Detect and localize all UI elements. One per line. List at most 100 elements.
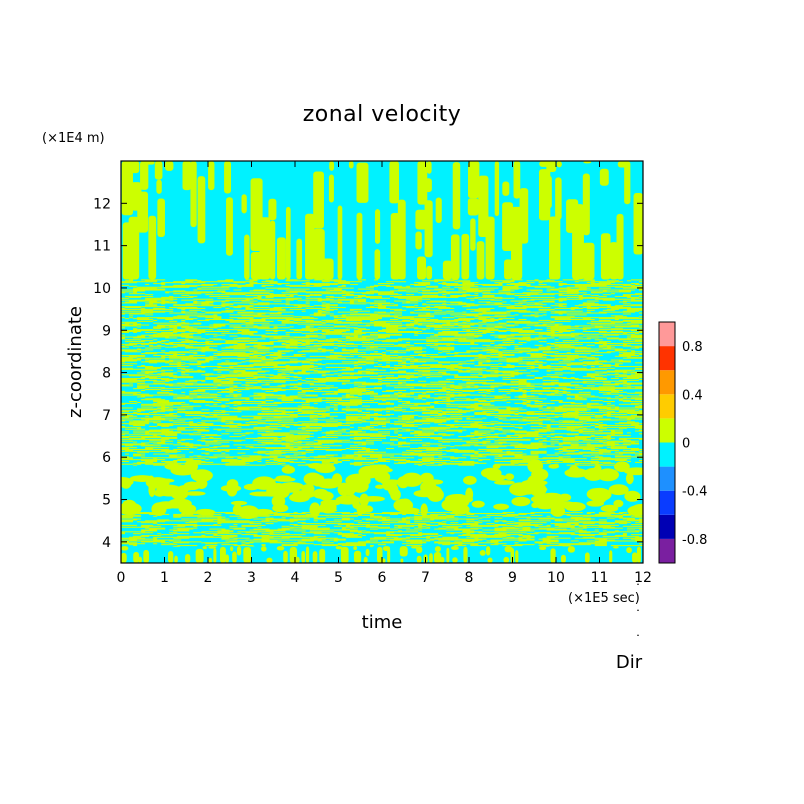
heatmap-cell: [538, 434, 555, 436]
heatmap-cell: [598, 320, 603, 322]
heatmap-cell: [574, 338, 591, 340]
heatmap-cell: [341, 431, 346, 433]
heatmap-cell: [498, 363, 503, 365]
heatmap-cell: [634, 387, 643, 389]
heatmap-cell: [466, 371, 483, 373]
heatmap-cell: [377, 383, 387, 385]
heatmap-cell: [121, 161, 133, 216]
heatmap-cell: [634, 399, 643, 401]
heatmap-cell: [518, 420, 535, 422]
heatmap-cell: [414, 410, 431, 412]
heatmap-cell: [626, 444, 631, 446]
heatmap-cell: [221, 445, 226, 447]
heatmap-cell: [141, 311, 150, 313]
heatmap-cell: [205, 459, 210, 461]
heatmap-cell: [217, 383, 234, 385]
heatmap-cell: [570, 368, 587, 370]
heatmap-cell: [526, 361, 543, 363]
heatmap-cell: [474, 386, 491, 388]
heatmap-cell: [189, 392, 198, 394]
heatmap-cell: [197, 383, 214, 385]
heatmap-cell: [293, 337, 298, 339]
heatmap-cell: [626, 421, 635, 423]
heatmap-cell: [373, 355, 391, 357]
heatmap-cell: [406, 372, 423, 374]
heatmap-cell: [538, 429, 551, 431]
heatmap-cell: [325, 377, 342, 379]
heatmap-cell: [205, 416, 222, 418]
heatmap-cell: [361, 339, 374, 341]
heatmap-cell: [297, 410, 314, 412]
heatmap-cell: [514, 456, 523, 458]
heatmap-cell: [614, 387, 631, 389]
heatmap-cell: [161, 355, 166, 357]
heatmap-cell: [209, 292, 214, 294]
heatmap-cell: [345, 410, 362, 412]
heatmap-cell: [226, 197, 233, 256]
heatmap-cell: [462, 324, 475, 326]
heatmap-cell: [365, 418, 370, 420]
heatmap-cell: [257, 422, 266, 424]
heatmap-cell: [281, 353, 286, 355]
heatmap-cell: [398, 395, 411, 397]
heatmap-cell: [289, 322, 298, 324]
heatmap-cell: [229, 389, 238, 392]
heatmap-cell: [329, 357, 346, 359]
heatmap-cell: [145, 305, 150, 307]
heatmap-cell: [277, 385, 286, 387]
heatmap-cell: [193, 429, 198, 431]
heatmap-cell: [161, 311, 166, 313]
heatmap-cell: [221, 310, 234, 312]
heatmap-cell: [189, 398, 194, 400]
heatmap-cell: [337, 400, 350, 402]
heatmap-cell: [510, 462, 519, 464]
heatmap-cell: [285, 436, 302, 438]
heatmap-cell: [402, 424, 415, 427]
heatmap-cell: [221, 419, 230, 421]
heatmap-cell: [249, 376, 266, 378]
heatmap-cell: [305, 443, 322, 445]
heatmap-cell: [494, 410, 511, 412]
heatmap-cell: [121, 444, 134, 446]
heatmap-cell: [490, 423, 503, 425]
heatmap-cell: [578, 297, 587, 299]
heatmap-cell: [406, 348, 423, 350]
heatmap-cell: [530, 315, 543, 317]
heatmap-cell: [249, 444, 266, 446]
heatmap-cell: [173, 305, 186, 307]
heatmap-cell: [149, 330, 166, 332]
heatmap-cell: [510, 389, 519, 392]
heatmap-cell: [538, 458, 555, 460]
heatmap-cell: [482, 330, 491, 333]
heatmap-cell: [333, 322, 342, 324]
heatmap-cell: [522, 299, 535, 301]
heatmap-cell: [482, 349, 499, 351]
heatmap-cell: [638, 307, 643, 309]
heatmap-cell: [518, 432, 527, 434]
heatmap-cell: [426, 396, 431, 398]
heatmap-cell: [341, 401, 358, 403]
heatmap-cell: [281, 399, 294, 401]
heatmap-cell: [614, 320, 631, 322]
heatmap-cell: [570, 317, 575, 319]
heatmap-cell: [422, 384, 439, 386]
heatmap-cell: [482, 319, 491, 321]
heatmap-cell: [137, 461, 154, 463]
heatmap-cell: [558, 294, 563, 296]
heatmap-cell: [369, 459, 378, 461]
heatmap-cell: [225, 399, 230, 401]
heatmap-cell: [213, 381, 230, 383]
heatmap-cell: [317, 364, 322, 366]
heatmap-cell: [213, 288, 230, 290]
heatmap-cell: [245, 299, 250, 301]
heatmap-cell: [133, 420, 150, 422]
heatmap-cell: [470, 374, 483, 376]
heatmap-cell: [357, 349, 370, 351]
heatmap-cell: [446, 394, 463, 396]
heatmap-cell: [141, 365, 146, 367]
heatmap-cell: [434, 393, 439, 395]
heatmap-cell: [273, 397, 278, 399]
heatmap-cell: [145, 358, 150, 360]
heatmap-cell: [574, 405, 587, 407]
heatmap-cell: [461, 233, 470, 280]
